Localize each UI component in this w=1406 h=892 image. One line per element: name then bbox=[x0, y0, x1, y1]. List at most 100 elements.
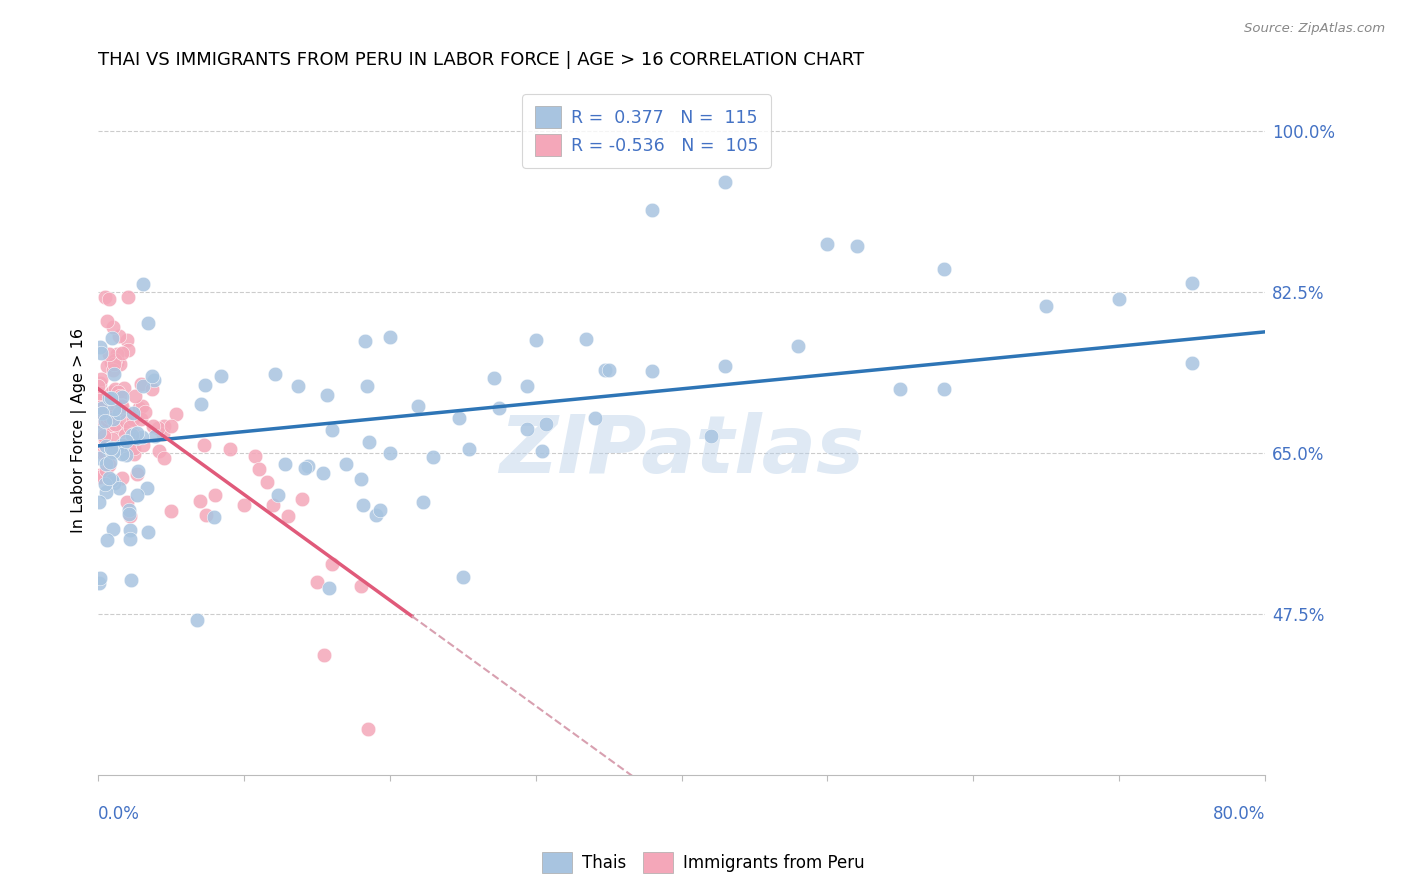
Point bbox=[93, 290, 115, 304]
Point bbox=[108, 389, 131, 403]
Point bbox=[98, 455, 121, 469]
Point bbox=[114, 428, 136, 442]
Point bbox=[142, 419, 165, 434]
Point bbox=[87, 392, 110, 407]
Point bbox=[357, 722, 380, 736]
Point bbox=[932, 262, 955, 277]
Point bbox=[100, 432, 122, 446]
Point bbox=[524, 333, 547, 347]
Point bbox=[97, 347, 120, 361]
Point bbox=[233, 498, 256, 512]
Point bbox=[122, 426, 145, 441]
Point bbox=[89, 385, 111, 400]
Point bbox=[845, 239, 868, 253]
Point bbox=[889, 383, 911, 397]
Point bbox=[108, 405, 131, 419]
Y-axis label: In Labor Force | Age > 16: In Labor Force | Age > 16 bbox=[72, 327, 87, 533]
Point bbox=[122, 446, 145, 460]
Point bbox=[256, 475, 278, 489]
Point bbox=[120, 420, 142, 434]
Point bbox=[87, 470, 110, 484]
Point bbox=[87, 495, 110, 509]
Point bbox=[101, 320, 124, 334]
Point bbox=[121, 428, 143, 442]
Point bbox=[107, 385, 129, 400]
Point bbox=[93, 428, 115, 442]
Point bbox=[488, 401, 510, 415]
Point bbox=[195, 508, 218, 523]
Point bbox=[218, 442, 240, 456]
Point bbox=[204, 488, 226, 502]
Point bbox=[209, 368, 232, 383]
Point bbox=[141, 382, 163, 396]
Point bbox=[287, 378, 309, 392]
Point bbox=[91, 398, 114, 412]
Point bbox=[354, 334, 377, 349]
Point bbox=[714, 359, 737, 373]
Point bbox=[267, 488, 290, 502]
Point bbox=[89, 425, 111, 439]
Point bbox=[247, 462, 270, 476]
Point bbox=[89, 376, 111, 390]
Point bbox=[122, 412, 145, 426]
Point bbox=[125, 431, 148, 445]
Point bbox=[89, 443, 111, 458]
Point bbox=[307, 574, 329, 589]
Point bbox=[190, 397, 212, 411]
Point bbox=[101, 445, 124, 459]
Point bbox=[112, 402, 135, 417]
Point bbox=[89, 339, 111, 353]
Point bbox=[1181, 276, 1204, 290]
Point bbox=[138, 316, 160, 330]
Point bbox=[412, 495, 434, 509]
Text: 0.0%: 0.0% bbox=[98, 805, 141, 823]
Point bbox=[120, 573, 142, 587]
Point bbox=[350, 472, 373, 486]
Point bbox=[118, 523, 141, 537]
Point bbox=[297, 459, 319, 474]
Point bbox=[132, 438, 155, 452]
Text: THAI VS IMMIGRANTS FROM PERU IN LABOR FORCE | AGE > 16 CORRELATION CHART: THAI VS IMMIGRANTS FROM PERU IN LABOR FO… bbox=[98, 51, 865, 69]
Point bbox=[1108, 292, 1130, 306]
Point bbox=[118, 507, 141, 521]
Point bbox=[105, 441, 128, 455]
Point bbox=[100, 403, 122, 417]
Point bbox=[449, 411, 471, 425]
Point bbox=[127, 425, 149, 440]
Point bbox=[274, 457, 297, 471]
Point bbox=[108, 357, 131, 371]
Point bbox=[91, 401, 114, 415]
Point bbox=[482, 371, 505, 385]
Point bbox=[160, 419, 183, 434]
Point bbox=[90, 346, 112, 360]
Point bbox=[277, 508, 299, 523]
Point bbox=[100, 441, 122, 455]
Point bbox=[94, 433, 117, 447]
Point bbox=[96, 412, 118, 426]
Point bbox=[96, 359, 118, 373]
Point bbox=[165, 407, 187, 421]
Point bbox=[1181, 356, 1204, 370]
Point bbox=[321, 557, 343, 571]
Point bbox=[364, 508, 387, 523]
Point bbox=[129, 412, 152, 426]
Point bbox=[516, 422, 538, 436]
Text: Source: ZipAtlas.com: Source: ZipAtlas.com bbox=[1244, 22, 1385, 36]
Point bbox=[131, 430, 153, 444]
Point bbox=[89, 400, 111, 414]
Legend: R =  0.377   N =  115, R = -0.536   N =  105: R = 0.377 N = 115, R = -0.536 N = 105 bbox=[523, 95, 770, 168]
Point bbox=[148, 421, 170, 435]
Point bbox=[312, 467, 335, 481]
Point bbox=[122, 406, 145, 420]
Point bbox=[115, 448, 138, 462]
Point bbox=[141, 369, 163, 384]
Point bbox=[598, 363, 620, 377]
Point bbox=[103, 475, 125, 490]
Point bbox=[100, 386, 122, 401]
Point bbox=[122, 441, 145, 455]
Point bbox=[104, 352, 127, 367]
Point bbox=[111, 345, 134, 359]
Point bbox=[350, 579, 373, 593]
Point bbox=[94, 439, 117, 453]
Point bbox=[90, 402, 112, 417]
